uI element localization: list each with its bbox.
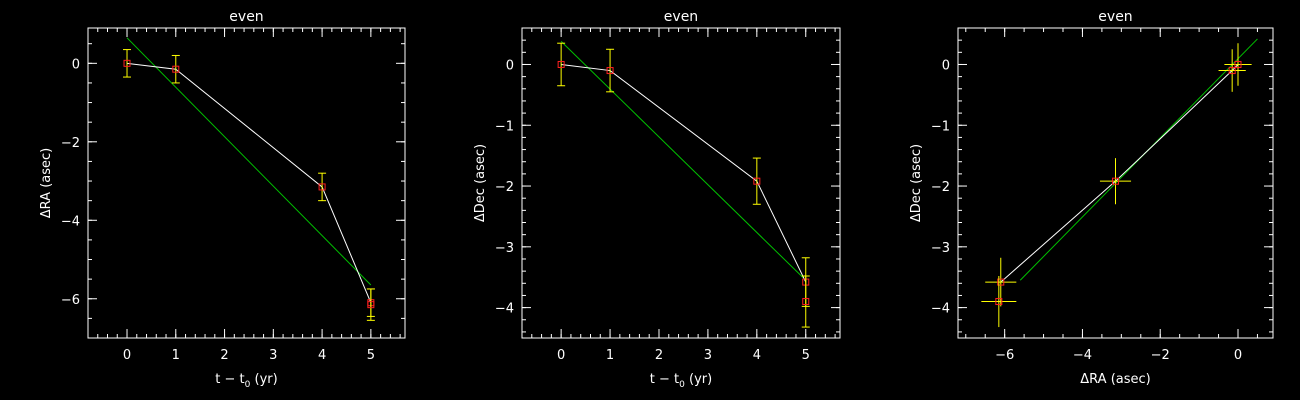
y-tick-label: −4 [931, 302, 950, 317]
x-tick-label: 4 [753, 348, 761, 363]
y-tick-label: −3 [931, 241, 950, 256]
x-axis-label-subscript: 0 [245, 380, 251, 390]
x-tick-label: 2 [655, 348, 663, 363]
y-tick-label: 0 [942, 58, 950, 73]
x-axis-label: t − t0 (yr) [215, 372, 277, 390]
data-point [1112, 177, 1119, 185]
x-axis-label: ΔRA (asec) [1080, 372, 1150, 387]
y-tick-label: −1 [931, 119, 950, 134]
data-point [318, 183, 326, 191]
x-tick-label: −4 [1073, 348, 1092, 363]
y-tick-label: 0 [506, 58, 514, 73]
y-tick-label: −2 [61, 136, 80, 151]
plot-frame [521, 27, 841, 339]
fit-line [560, 41, 807, 281]
x-tick-label: 1 [606, 348, 614, 363]
y-tick-label: −1 [495, 119, 514, 134]
y-tick-label: −2 [495, 180, 514, 195]
x-tick-label: 3 [269, 348, 277, 363]
x-tick-label: −6 [995, 348, 1014, 363]
connecting-line [1000, 64, 1239, 283]
x-tick-label: 1 [172, 348, 180, 363]
data-point [367, 301, 375, 309]
x-axis-label-main: t − t [215, 372, 244, 387]
x-tick-label: 2 [220, 348, 228, 363]
x-tick-label: 0 [557, 348, 565, 363]
y-axis-label: ΔDec (asec) [473, 144, 488, 222]
data-point [606, 67, 614, 75]
chart-title: even [664, 9, 698, 25]
y-tick-label: 0 [72, 57, 80, 72]
y-tick-label: −4 [495, 302, 514, 317]
x-tick-label: 3 [704, 348, 712, 363]
x-tick-label: 5 [367, 348, 375, 363]
y-tick-label: −3 [495, 241, 514, 256]
x-axis-label-unit: (yr) [685, 372, 712, 387]
x-axis-label-main: ΔRA (asec) [1080, 372, 1150, 387]
connecting-line [561, 63, 807, 283]
y-axis-label: ΔRA (asec) [39, 148, 54, 218]
y-tick-label: −4 [61, 214, 80, 229]
data-point [172, 65, 180, 73]
data-point [1228, 67, 1236, 75]
data-point [557, 60, 565, 68]
data-point [802, 298, 810, 306]
plot-frame [87, 27, 406, 339]
x-axis-label-main: t − t [650, 372, 679, 387]
data-point [1234, 60, 1242, 68]
x-tick-label: 0 [123, 348, 131, 363]
chart-title: even [1098, 9, 1132, 25]
connecting-line [126, 62, 372, 303]
y-tick-label: −2 [931, 180, 950, 195]
data-point [123, 59, 131, 67]
x-tick-label: 4 [318, 348, 326, 363]
x-axis-label: t − t0 (yr) [650, 372, 712, 390]
chart-title: even [229, 9, 263, 25]
y-axis-label: ΔDec (asec) [909, 144, 924, 222]
x-tick-label: −2 [1151, 348, 1170, 363]
data-point [753, 177, 761, 185]
x-axis-label-unit: (yr) [250, 372, 277, 387]
chart-panel-3: even −6 −4 −2 0 0 −1 −2 −3 −4 ΔRA (asec) ΔDec (asec… [909, 9, 1274, 387]
y-tick-label: −6 [61, 293, 80, 308]
data-point [997, 278, 1005, 286]
data-point [995, 298, 1003, 306]
x-tick-label: 5 [802, 348, 810, 363]
plot-frame [957, 27, 1274, 339]
fit-line [126, 37, 372, 286]
x-tick-label: 0 [1234, 348, 1242, 363]
x-axis-label-subscript: 0 [679, 380, 685, 390]
